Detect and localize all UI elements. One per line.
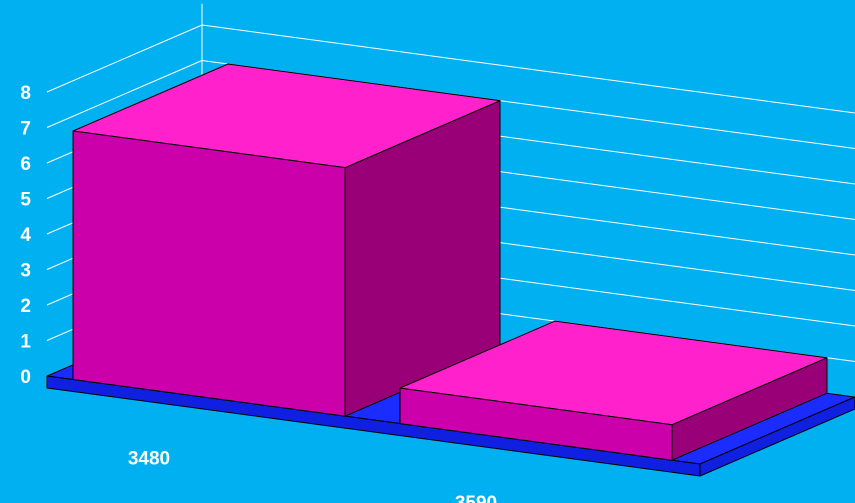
- gridline-side-8: [46, 24, 203, 93]
- y-tick-label: 7: [20, 119, 31, 140]
- y-tick-label: 4: [20, 225, 31, 246]
- gridline-side-7: [46, 60, 203, 128]
- y-tick-label: 0: [20, 367, 31, 388]
- y-tick-label: 8: [20, 83, 31, 104]
- y-tick-label: 2: [20, 296, 31, 317]
- bars: [72, 63, 828, 461]
- x-category-label: 3480: [128, 449, 170, 470]
- y-tick-label: 3: [20, 261, 31, 282]
- x-category-label: 3590: [455, 493, 497, 503]
- y-tick-label: 1: [20, 332, 31, 353]
- y-tick-label: 6: [20, 154, 31, 175]
- y-tick-label: 5: [20, 190, 31, 211]
- bar-3480: [72, 63, 501, 417]
- floor-side: [699, 396, 855, 477]
- bar-front: [399, 387, 673, 461]
- axis-labels: 0 1 2 3 4 5 6 7 8 3480 3590: [20, 83, 497, 503]
- bar-front: [72, 130, 346, 417]
- bar-3590: [399, 320, 828, 461]
- gridline-8: [201, 24, 855, 114]
